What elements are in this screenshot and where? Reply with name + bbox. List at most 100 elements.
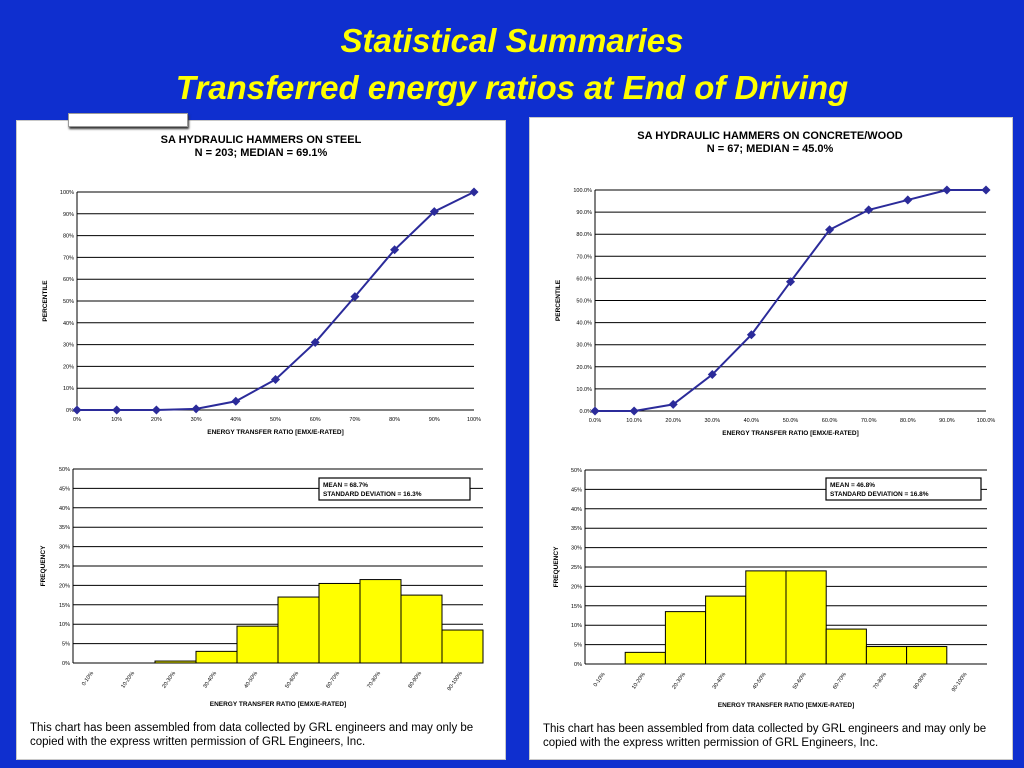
histogram-bar: [277, 596, 320, 664]
y-tick-label: 30.0%: [576, 343, 592, 349]
y-tick-label: 10%: [63, 386, 74, 392]
y-tick-label: 0.0%: [579, 409, 592, 415]
x-tick-label: 50.0%: [783, 418, 799, 424]
y-tick-label: 50%: [571, 468, 582, 474]
data-point: [469, 187, 479, 197]
histogram-bar: [785, 570, 827, 665]
steel-chart-panel: SA HYDRAULIC HAMMERS ON STEEL N = 203; ME…: [16, 120, 506, 760]
data-point: [112, 405, 122, 415]
x-axis-label: ENERGY TRANSFER RATIO [EMX/E-RATED]: [207, 429, 344, 436]
overlay-tab: [68, 113, 188, 127]
y-tick-label: 90.0%: [576, 210, 592, 216]
y-tick-label: 10%: [59, 622, 70, 628]
y-tick-label: 30%: [63, 343, 74, 349]
data-point: [231, 396, 241, 406]
y-tick-label: 30%: [571, 546, 582, 552]
x-axis-label: ENERGY TRANSFER RATIO [EMX/E-RATED]: [718, 702, 855, 709]
y-tick-label: 25%: [59, 564, 70, 570]
x-category-label: 90-100%: [447, 671, 465, 693]
x-tick-label: 70.0%: [861, 418, 877, 424]
histogram-bar: [195, 650, 238, 664]
y-tick-label: 35%: [571, 526, 582, 532]
slide-title: Statistical Summaries: [340, 22, 684, 59]
data-point: [942, 185, 952, 195]
histogram-bar: [825, 628, 867, 665]
data-point: [191, 404, 201, 414]
y-tick-label: 15%: [59, 603, 70, 609]
data-point: [825, 225, 835, 235]
histogram-bar: [359, 579, 402, 664]
y-tick-label: 80.0%: [576, 232, 592, 238]
y-tick-label: 70%: [63, 255, 74, 261]
copyright-note: This chart has been assembled from data …: [543, 723, 987, 749]
x-tick-label: 100.0%: [977, 418, 996, 424]
stats-annotation-box: [825, 477, 982, 501]
y-tick-label: 40%: [571, 507, 582, 513]
y-tick-label: 100%: [60, 190, 74, 196]
y-tick-label: 20.0%: [576, 365, 592, 371]
y-tick-label: 0%: [66, 408, 74, 414]
x-tick-label: 0.0%: [589, 418, 602, 424]
y-tick-label: 40%: [59, 506, 70, 512]
x-tick-label: 90.0%: [939, 418, 955, 424]
histogram-bar: [906, 646, 948, 665]
x-tick-label: 80.0%: [900, 418, 916, 424]
chart-subtitle: N = 203; MEDIAN = 69.1%: [195, 147, 328, 159]
x-category-label: 70-80%: [366, 671, 382, 690]
data-point: [746, 330, 756, 340]
x-category-label: 20-30%: [161, 671, 177, 690]
slide-subtitle: Transferred energy ratios at End of Driv…: [175, 69, 849, 106]
y-tick-label: 35%: [59, 525, 70, 531]
x-category-label: 40-50%: [752, 672, 768, 691]
y-tick-label: 20%: [59, 583, 70, 589]
histogram-bar: [705, 595, 747, 665]
x-category-label: 40-50%: [243, 671, 259, 690]
y-tick-label: 80%: [63, 234, 74, 240]
histogram-bar: [441, 629, 484, 664]
x-category-label: 60-70%: [832, 672, 848, 691]
histogram-bar: [624, 651, 666, 665]
x-category-label: 30-40%: [712, 672, 728, 691]
data-point: [903, 195, 913, 205]
data-point: [151, 405, 161, 415]
y-axis-label: PERCENTILE: [42, 280, 49, 322]
x-category-label: 0-10%: [593, 672, 607, 689]
y-tick-label: 30%: [59, 545, 70, 551]
y-tick-label: 5%: [62, 642, 70, 648]
x-tick-label: 30%: [191, 417, 202, 423]
x-category-label: 10-20%: [631, 672, 647, 691]
x-category-label: 80-90%: [913, 672, 929, 691]
data-point: [981, 185, 991, 195]
y-tick-label: 10%: [571, 623, 582, 629]
x-tick-label: 20.0%: [665, 418, 681, 424]
y-tick-label: 50%: [63, 299, 74, 305]
chart-title: SA HYDRAULIC HAMMERS ON CONCRETE/WOOD: [637, 130, 902, 142]
y-tick-label: 100.0%: [573, 188, 592, 194]
data-point: [390, 245, 400, 255]
x-category-label: 30-40%: [202, 671, 218, 690]
data-point: [864, 205, 874, 215]
copyright-note: This chart has been assembled from data …: [30, 722, 474, 748]
histogram-bar: [154, 660, 197, 664]
histogram-bar: [745, 570, 787, 665]
mean-annotation: MEAN = 68.7%: [323, 482, 368, 489]
x-axis-label: ENERGY TRANSFER RATIO [EMX/E-RATED]: [210, 701, 347, 708]
y-tick-label: 40.0%: [576, 321, 592, 327]
x-tick-label: 20%: [151, 417, 162, 423]
x-tick-label: 80%: [389, 417, 400, 423]
x-tick-label: 10.0%: [626, 418, 642, 424]
x-category-label: 90-100%: [951, 672, 969, 694]
concrete-wood-chart-panel: SA HYDRAULIC HAMMERS ON CONCRETE/WOOD N =…: [529, 117, 1013, 760]
x-category-label: 80-90%: [407, 671, 423, 690]
data-point: [629, 406, 639, 416]
x-tick-label: 40.0%: [744, 418, 760, 424]
data-point: [429, 207, 439, 217]
y-tick-label: 0%: [62, 661, 70, 667]
x-tick-label: 100%: [467, 417, 481, 423]
std-dev-annotation: STANDARD DEVIATION = 16.3%: [323, 491, 422, 498]
stats-annotation-box: [318, 477, 471, 501]
y-tick-label: 50.0%: [576, 299, 592, 305]
